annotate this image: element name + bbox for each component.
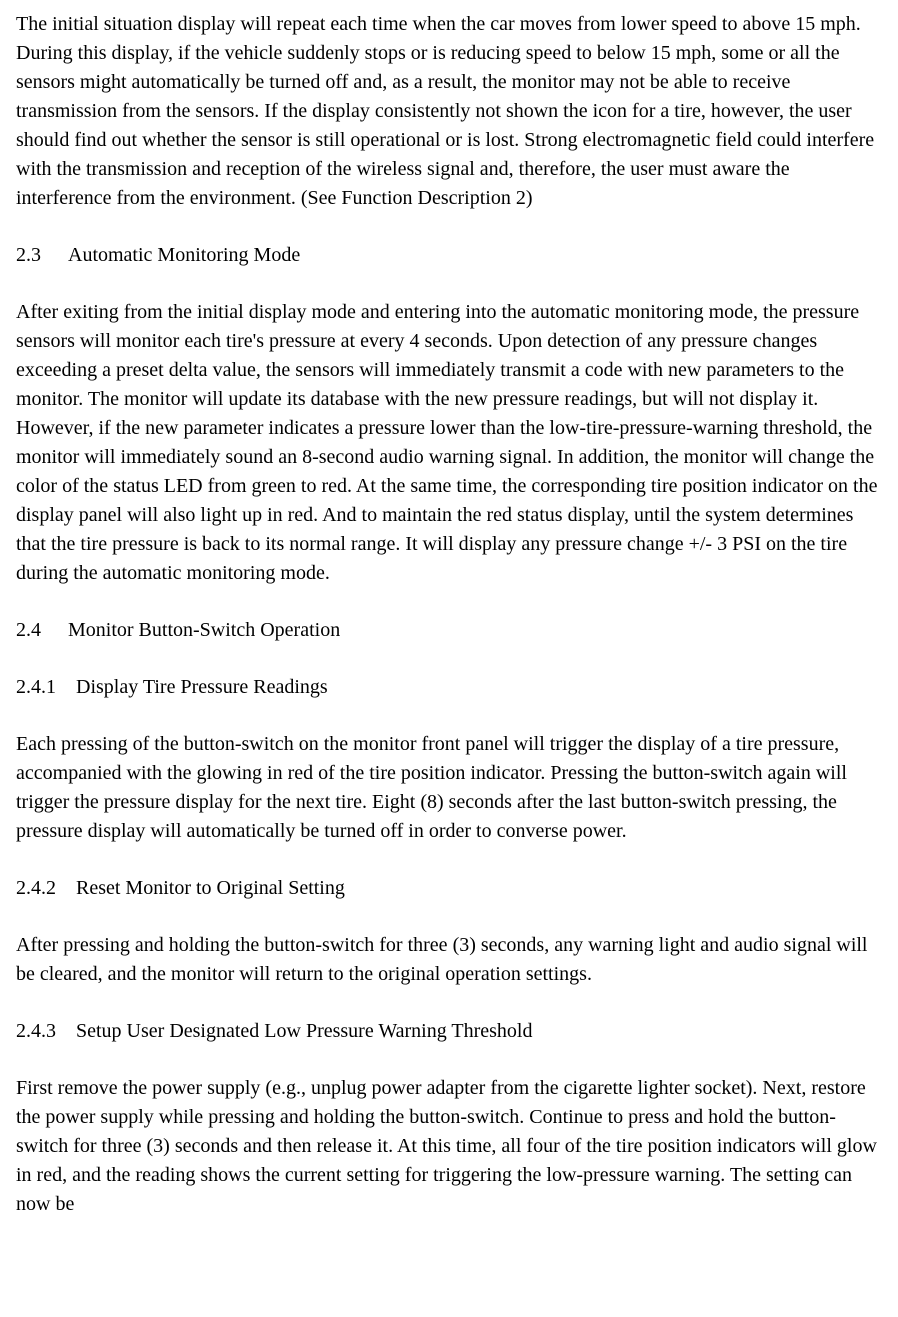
intro-paragraph: The initial situation display will repea…	[16, 10, 882, 213]
section-2-3-body: After exiting from the initial display m…	[16, 298, 882, 588]
section-2-4-2-title: Reset Monitor to Original Setting	[76, 877, 345, 899]
section-2-4-3-body: First remove the power supply (e.g., unp…	[16, 1074, 882, 1219]
section-2-4-title: Monitor Button-Switch Operation	[68, 619, 340, 641]
section-2-4-2-heading: 2.4.2Reset Monitor to Original Setting	[16, 874, 882, 903]
section-2-4-number: 2.4	[16, 616, 68, 645]
section-2-4-3-number: 2.4.3	[16, 1017, 76, 1046]
section-2-3-number: 2.3	[16, 241, 68, 270]
section-2-3-heading: 2.3Automatic Monitoring Mode	[16, 241, 882, 270]
section-2-4-2-body: After pressing and holding the button-sw…	[16, 931, 882, 989]
section-2-3-title: Automatic Monitoring Mode	[68, 244, 300, 266]
section-2-4-2-number: 2.4.2	[16, 874, 76, 903]
section-2-4-1-heading: 2.4.1Display Tire Pressure Readings	[16, 673, 882, 702]
section-2-4-1-title: Display Tire Pressure Readings	[76, 676, 328, 698]
section-2-4-heading: 2.4Monitor Button-Switch Operation	[16, 616, 882, 645]
section-2-4-3-title: Setup User Designated Low Pressure Warni…	[76, 1020, 532, 1042]
section-2-4-1-body: Each pressing of the button-switch on th…	[16, 730, 882, 846]
section-2-4-1-number: 2.4.1	[16, 673, 76, 702]
section-2-4-3-heading: 2.4.3Setup User Designated Low Pressure …	[16, 1017, 882, 1046]
